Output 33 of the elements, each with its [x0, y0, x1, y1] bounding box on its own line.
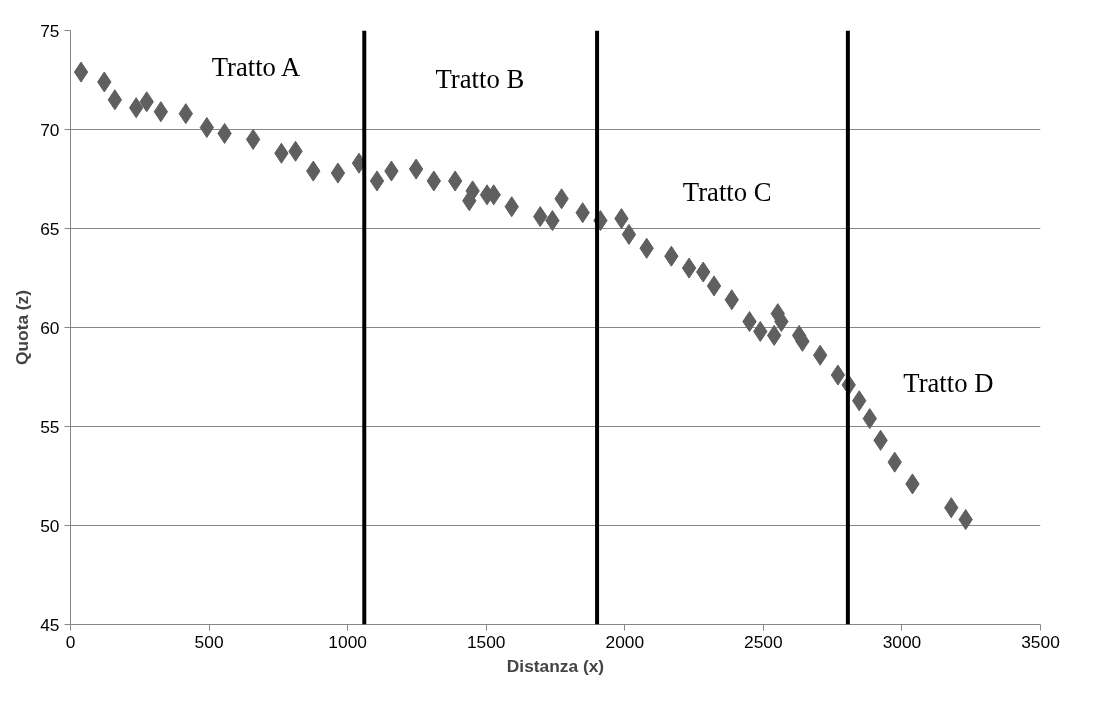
point	[107, 89, 123, 111]
x-tick-label: 0	[65, 631, 76, 652]
y-tick-label: 70	[40, 119, 60, 140]
x-tick-label: 2500	[744, 631, 783, 652]
x-tick-label: 3500	[1021, 631, 1060, 652]
point	[621, 223, 637, 245]
point	[706, 275, 722, 297]
y-tick-label: 60	[40, 317, 60, 338]
point	[681, 257, 697, 279]
y-tick-label: 45	[40, 614, 60, 635]
point	[408, 158, 424, 180]
x-tick-label: 500	[194, 631, 224, 652]
y-tick-label: 55	[40, 416, 60, 437]
point	[369, 170, 385, 192]
point	[245, 128, 261, 150]
x-tick-label: 1500	[466, 631, 506, 652]
annotation: Tratto B	[435, 64, 525, 95]
x-tick-label: 2000	[605, 631, 645, 652]
x-tick-label: 3000	[882, 631, 922, 652]
point	[830, 364, 846, 386]
y-tick-label: 65	[40, 218, 60, 239]
point	[73, 61, 89, 83]
x-tick-label: 1000	[328, 631, 367, 652]
point	[199, 117, 215, 139]
annotation: Tratto D	[903, 367, 994, 398]
x-axis-title: Distanza (x)	[506, 655, 605, 676]
y-tick-label: 75	[40, 20, 60, 41]
point	[153, 101, 169, 123]
point	[330, 162, 346, 184]
annotation: Tratto C	[682, 177, 772, 208]
annotation: Tratto A	[211, 52, 302, 83]
y-tick-label: 50	[40, 515, 60, 536]
y-axis-title: Quota (z)	[12, 289, 33, 366]
